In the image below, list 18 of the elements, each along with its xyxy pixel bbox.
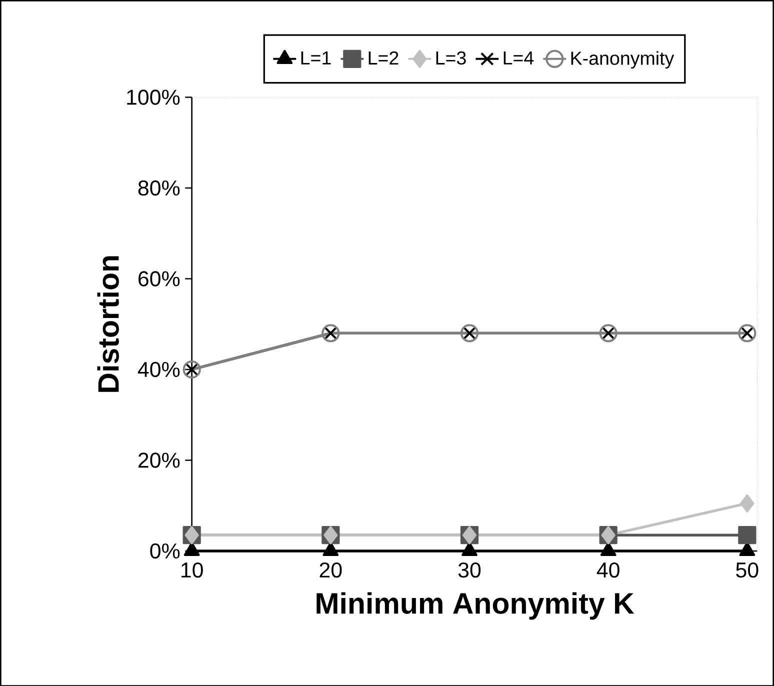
legend-label: L=3 (436, 51, 466, 64)
legend-label: L=2 (368, 51, 398, 64)
y-tick-label: 80% (138, 180, 180, 196)
x-tick-label: 40 (596, 562, 620, 578)
y-tick-label: 20% (138, 452, 180, 468)
x-tick-label: 20 (320, 562, 342, 578)
legend-label: K-anonymity (571, 50, 674, 68)
y-axis-title: Distortion (97, 256, 119, 392)
y-tick-label: 40% (138, 362, 180, 377)
x-axis-title: Minimum Anonymity K (316, 592, 634, 620)
y-tick-label: 60% (138, 270, 180, 286)
x-tick-label: 10 (182, 562, 203, 578)
legend-label: L=1 (301, 51, 331, 64)
x-tick-label: 50 (736, 562, 758, 578)
y-tick-label: 0% (150, 543, 180, 558)
x-tick-label: 30 (458, 562, 481, 578)
legend-label: L=4 (504, 51, 534, 64)
y-tick-label: 100% (127, 89, 180, 105)
